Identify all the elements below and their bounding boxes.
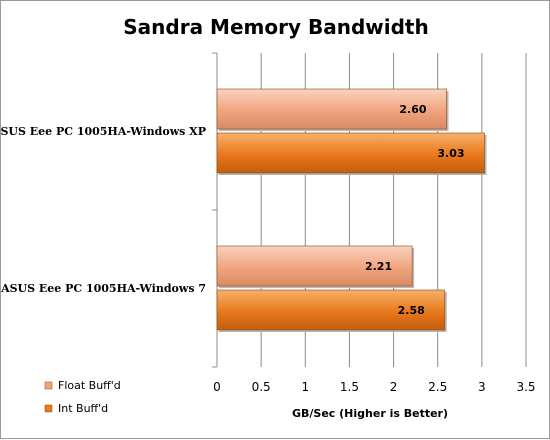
x-axis-title: GB/Sec (Higher is Better): [292, 407, 448, 420]
data-label: 2.58: [398, 304, 425, 317]
chart-title: Sandra Memory Bandwidth: [123, 15, 428, 39]
bar-float-0: [216, 88, 447, 130]
x-tick-label: 1: [301, 380, 309, 394]
x-tick-label: 2: [390, 380, 398, 394]
legend: Float Buff'd Int Buff'd: [44, 379, 121, 415]
legend-label: Int Buff'd: [58, 402, 108, 415]
legend-swatch: [44, 404, 53, 413]
x-tick-label: 2.5: [428, 380, 447, 394]
bar-int-1: [216, 289, 446, 331]
category-label: ASUS Eee PC 1005HA-Windows 7: [1, 282, 206, 295]
legend-swatch: [44, 381, 53, 390]
bar-int-0: [216, 132, 485, 174]
label-layer: 0 0.5 1 1.5 2 2.5 3 3.5 2.60 3.03 ASUS Eee PC 1005…: [1, 103, 536, 394]
axis-layer: [212, 52, 218, 368]
data-label: 3.03: [437, 147, 464, 160]
x-tick-label: 0: [213, 380, 221, 394]
legend-label: Float Buff'd: [58, 379, 121, 392]
x-tick-label: 3.5: [516, 380, 535, 394]
x-tick-label: 0.5: [252, 380, 271, 394]
data-label: 2.21: [365, 260, 392, 273]
x-tick-label: 1.5: [340, 380, 359, 394]
bar-float-1: [216, 245, 413, 287]
x-tick-label: 3: [478, 380, 486, 394]
data-label: 2.60: [399, 103, 426, 116]
bar-layer: [216, 88, 487, 332]
category-label: ASUS Eee PC 1005HA-Windows XP: [1, 125, 206, 138]
